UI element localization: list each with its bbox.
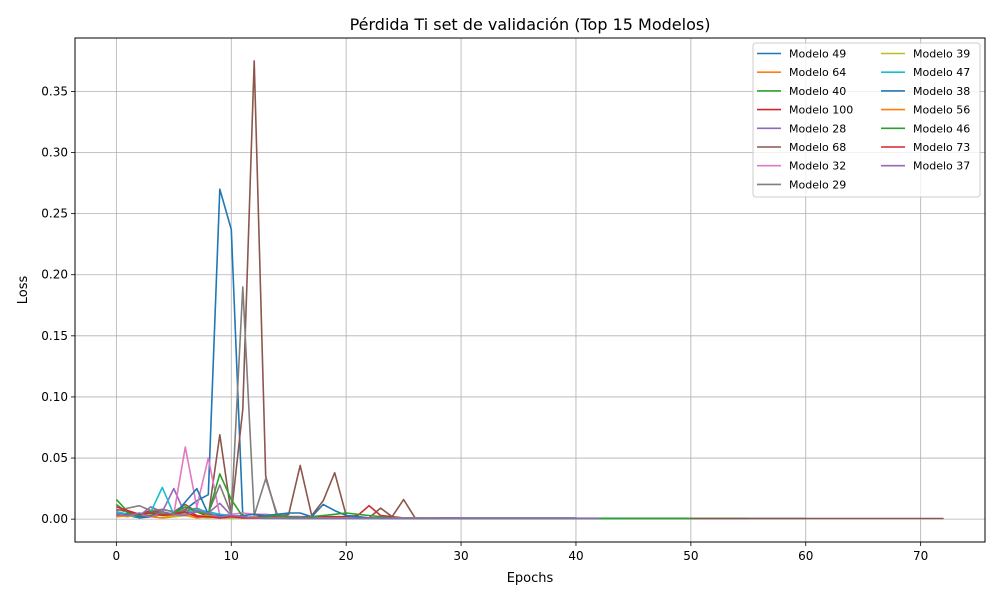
legend-box (752, 42, 981, 198)
legend-label: Modelo 68 (789, 141, 846, 154)
y-axis-label: Loss (16, 276, 31, 305)
x-tick-label: 20 (339, 549, 354, 563)
legend-label: Modelo 37 (913, 160, 970, 173)
legend: Modelo 49 Modelo 64 Modelo 40 Modelo 100 Mod… (752, 42, 981, 198)
x-tick-label: 30 (453, 549, 468, 563)
series-line-15 (116, 509, 599, 519)
legend-label: Modelo 100 (789, 104, 853, 117)
x-tick-label: 0 (113, 549, 121, 563)
series-lines (115, 60, 944, 520)
y-tick-label: 0.35 (41, 84, 68, 98)
y-tick-label: 0.30 (41, 146, 68, 160)
y-tick-label: 0.00 (41, 512, 68, 526)
y-tick-label: 0.25 (41, 207, 68, 221)
y-tick-label: 0.05 (41, 451, 68, 465)
x-tick-label: 50 (683, 549, 698, 563)
legend-label: Modelo 56 (913, 104, 970, 117)
y-tick-label: 0.10 (41, 390, 68, 404)
legend-label: Modelo 39 (913, 48, 970, 61)
legend-label: Modelo 46 (913, 122, 970, 135)
x-tick-label: 70 (913, 549, 928, 563)
legend-label: Modelo 49 (789, 48, 846, 61)
legend-label: Modelo 38 (913, 85, 970, 98)
legend-label: Modelo 40 (789, 85, 846, 98)
legend-label: Modelo 29 (789, 178, 846, 191)
chart-title: Pérdida Ti set de validación (Top 15 Mod… (350, 15, 711, 34)
x-axis-label: Epochs (507, 571, 554, 586)
x-tick-label: 40 (568, 549, 583, 563)
legend-label: Modelo 47 (913, 66, 970, 79)
legend-label: Modelo 28 (789, 122, 846, 135)
legend-label: Modelo 64 (789, 66, 846, 79)
plot-frame (74, 37, 986, 543)
x-tick-label: 60 (798, 549, 813, 563)
y-tick-label: 0.20 (41, 268, 68, 282)
x-axis-ticks: 0 10 20 30 40 50 60 70 (113, 542, 928, 563)
x-tick-label: 10 (224, 549, 239, 563)
legend-label: Modelo 32 (789, 160, 846, 173)
y-tick-label: 0.15 (41, 329, 68, 343)
y-axis-ticks: 0.00 0.05 0.10 0.15 0.20 0.25 0.30 0.35 (41, 84, 75, 526)
legend-label: Modelo 73 (913, 141, 970, 154)
